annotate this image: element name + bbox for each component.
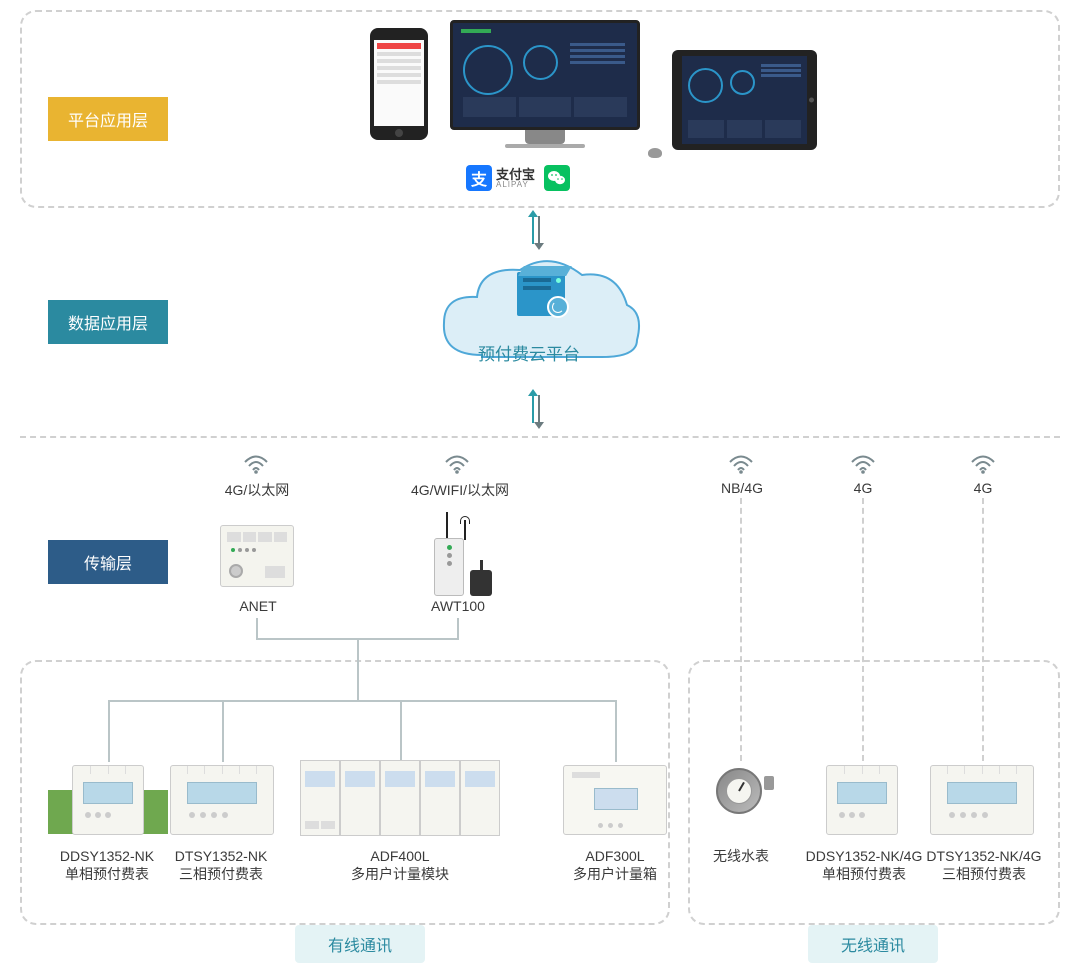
- layer-label-trans: 传输层: [48, 540, 168, 584]
- arrow-cloud-to-trans: [532, 395, 552, 423]
- mouse-icon: [648, 148, 662, 158]
- wifi-icon: [970, 454, 996, 474]
- water-meter-icon: [716, 768, 768, 820]
- meter-ddsy1352-4g-label: DDSY1352-NK/4G单相预付费表: [804, 847, 924, 883]
- vline-dash-wifi5: [982, 498, 984, 761]
- meter-ddsy1352-icon: [72, 765, 144, 835]
- alipay-sub-label: ALIPAY: [496, 180, 529, 189]
- wifi-label-3: NB/4G: [715, 480, 769, 496]
- vline-dash-wifi4: [862, 498, 864, 761]
- vline-anet: [256, 618, 258, 638]
- alipay-icon: 支: [466, 165, 492, 191]
- desktop-device-icon: [450, 20, 640, 150]
- vline-d4: [615, 700, 617, 762]
- meter-adf400l-label: ADF400L多用户计量模块: [345, 847, 455, 883]
- meter-dtsy1352-4g-icon: [930, 765, 1034, 835]
- vline-d1: [108, 700, 110, 762]
- meter-dtsy1352-4g-label: DTSY1352-NK/4G三相预付费表: [924, 847, 1044, 883]
- vline-d2: [222, 700, 224, 762]
- cloud-title: 预付费云平台: [478, 340, 580, 365]
- comm-wireless-label: 无线通讯: [808, 925, 938, 963]
- meter-ddsy1352-label: DDSY1352-NK单相预付费表: [52, 847, 162, 883]
- water-meter-label: 无线水表: [686, 847, 796, 865]
- wifi-icon: [243, 454, 269, 474]
- meter-adf400l-icon: [300, 760, 500, 836]
- layer-label-data: 数据应用层: [48, 300, 168, 344]
- server-icon: [517, 272, 565, 332]
- meter-dtsy1352-icon: [170, 765, 274, 835]
- wifi-label-1: 4G/以太网: [220, 480, 294, 500]
- wifi-label-4: 4G: [848, 480, 878, 496]
- anet-label: ANET: [237, 598, 279, 614]
- wifi-label-5: 4G: [968, 480, 998, 496]
- phone-device-icon: [370, 28, 428, 140]
- anet-device-icon: [220, 525, 294, 587]
- vline-dash-wifi3: [740, 498, 742, 761]
- hline-sense-bus: [108, 700, 616, 702]
- wechat-icon: [544, 165, 570, 191]
- wifi-label-2: 4G/WIFI/以太网: [405, 480, 515, 500]
- tablet-device-icon: [672, 50, 817, 150]
- wifi-icon: [444, 454, 470, 474]
- vline-d3: [400, 700, 402, 762]
- wifi-icon: [728, 454, 754, 474]
- meter-ddsy1352-4g-icon: [826, 765, 898, 835]
- awt100-label: AWT100: [427, 598, 489, 614]
- comm-wired-label: 有线通讯: [295, 925, 425, 963]
- meter-adf300l-label: ADF300L多用户计量箱: [560, 847, 670, 883]
- arrow-app-to-cloud: [532, 216, 552, 244]
- vline-awt100: [457, 618, 459, 638]
- meter-dtsy1352-label: DTSY1352-NK三相预付费表: [166, 847, 276, 883]
- separator-line: [20, 436, 1060, 438]
- meter-adf300l-icon: [563, 765, 667, 835]
- wifi-icon: [850, 454, 876, 474]
- vline-trans-down: [357, 638, 359, 700]
